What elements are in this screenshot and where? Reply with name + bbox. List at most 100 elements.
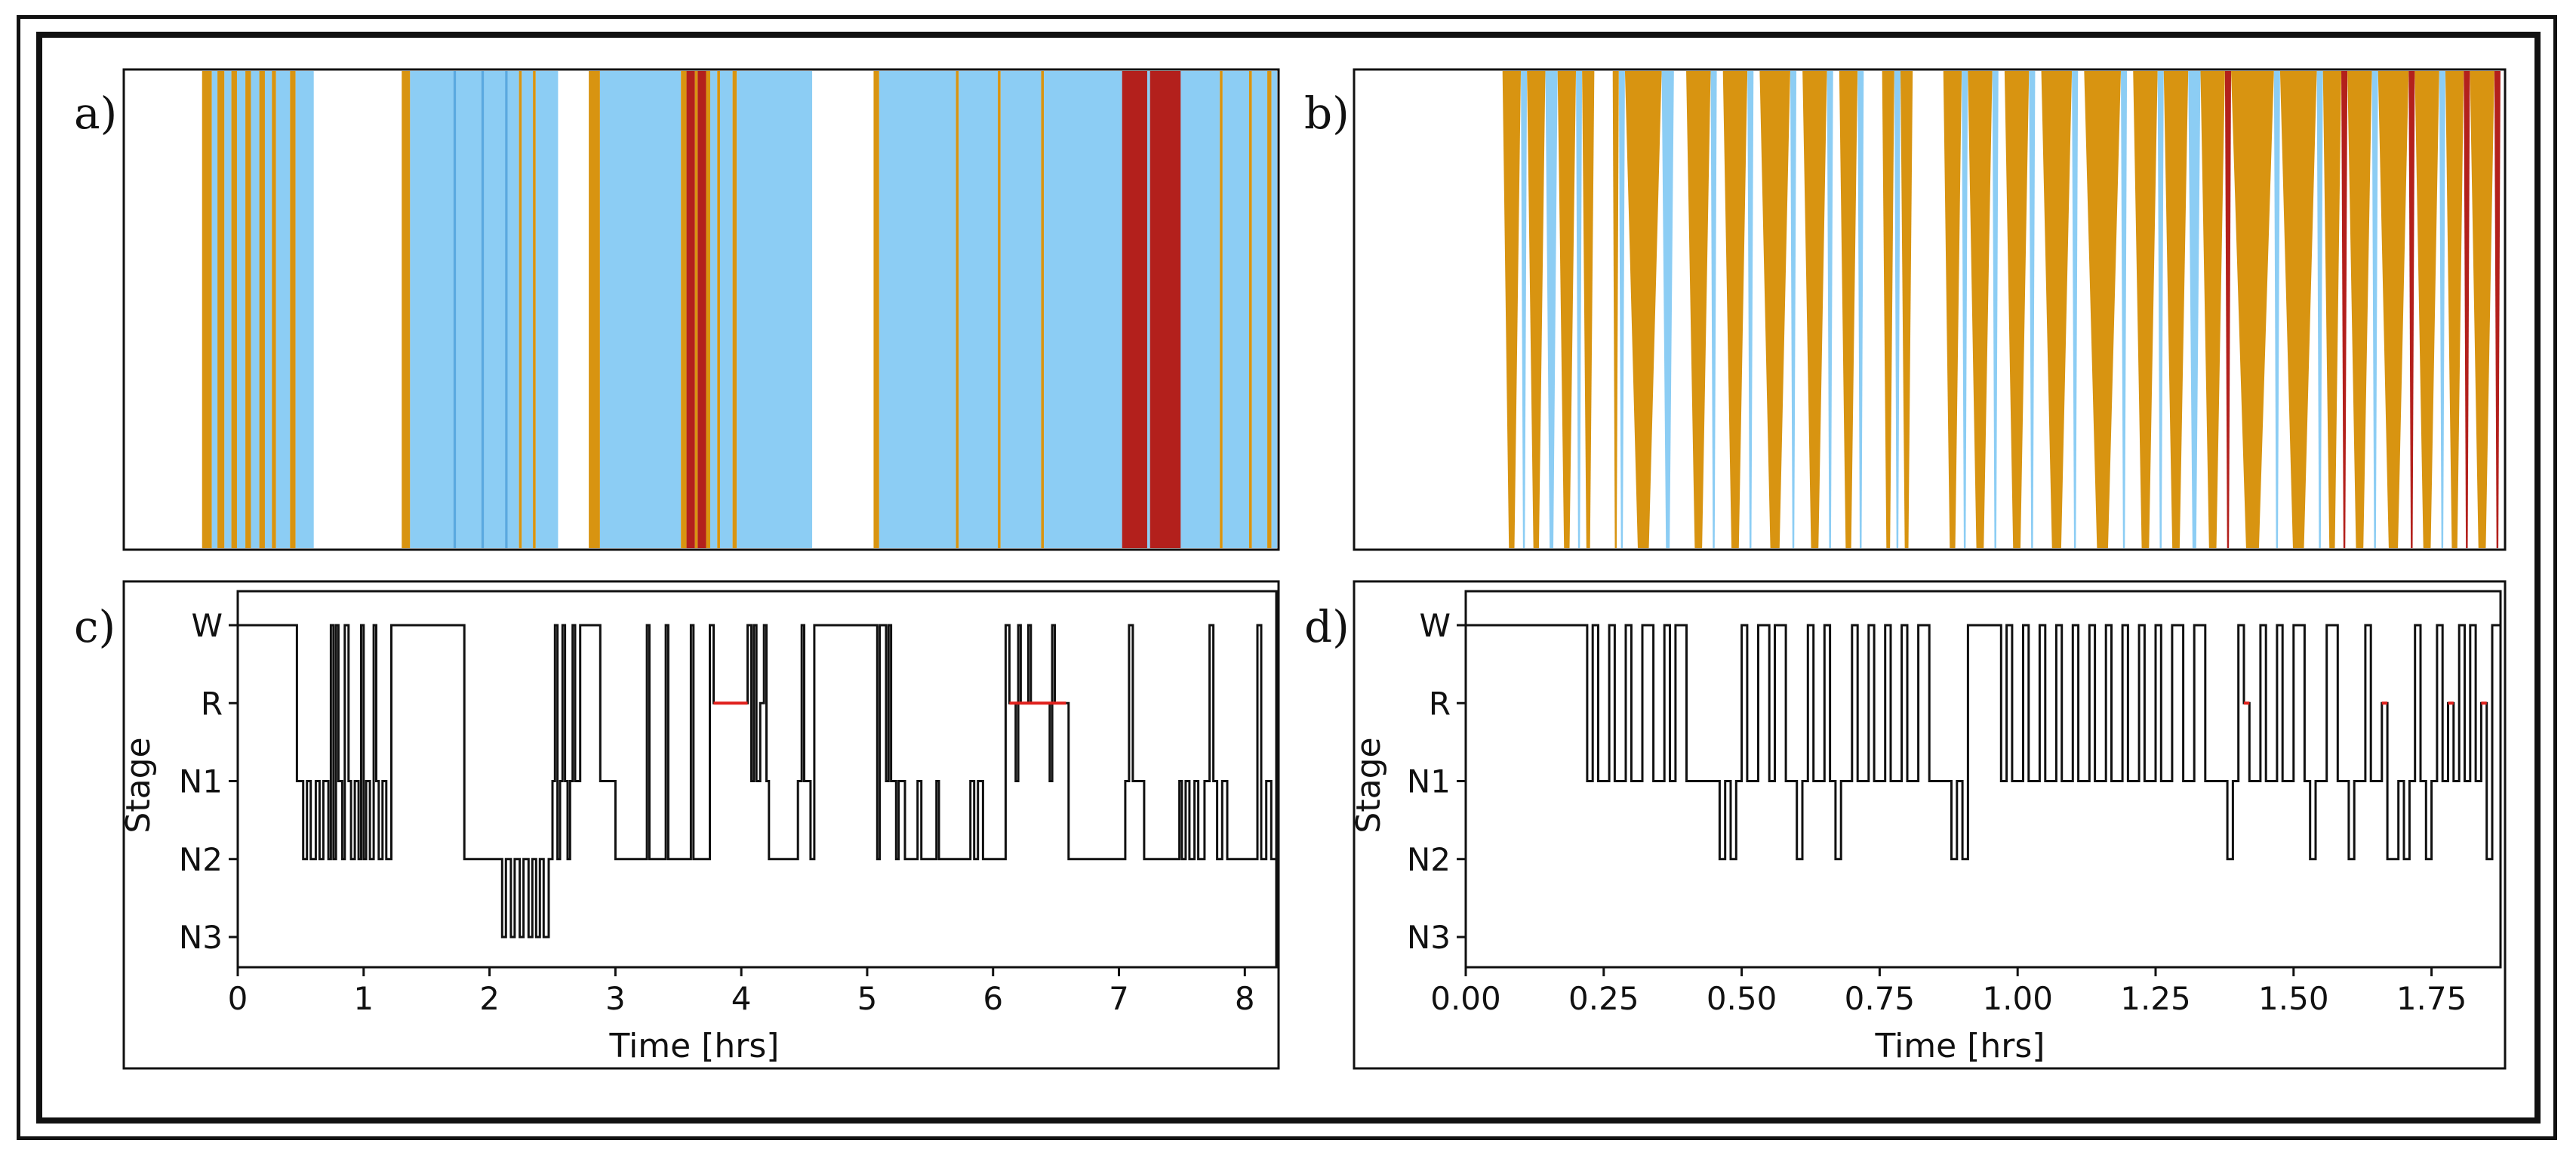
- band-b-20: [1857, 71, 1864, 548]
- band-a-16: [454, 71, 457, 548]
- band-b-18: [1827, 71, 1833, 548]
- band-b-22: [1894, 71, 1900, 548]
- band-a-8: [260, 71, 265, 548]
- band-b-52: [2445, 71, 2464, 548]
- band-a-33: [710, 71, 717, 548]
- band-b-46: [2347, 71, 2371, 548]
- band-a-25: [536, 71, 559, 548]
- band-a-12: [290, 71, 295, 548]
- band-b-6: [1582, 71, 1594, 548]
- x-tick-label-c-3: 3: [605, 980, 626, 1017]
- band-b-10: [1662, 71, 1674, 548]
- band-a-20: [505, 71, 508, 548]
- x-tick-label-d-7: 1.75: [2396, 980, 2467, 1017]
- band-b-33: [2121, 71, 2127, 548]
- x-axis-title-c: Time [hrs]: [609, 1027, 780, 1065]
- band-a-50: [1220, 71, 1223, 548]
- x-tick-label-d-3: 0.75: [1845, 980, 1916, 1017]
- x-tick-label-c-5: 5: [857, 980, 878, 1017]
- band-a-49: [1180, 71, 1220, 548]
- band-a-41: [959, 71, 998, 548]
- band-b-48: [2378, 71, 2409, 548]
- band-a-9: [265, 71, 272, 548]
- band-b-39: [2225, 71, 2231, 548]
- x-tick-label-d-2: 0.50: [1707, 980, 1777, 1017]
- y-tick-label-c-W: W: [191, 607, 223, 644]
- band-b-54: [2470, 71, 2494, 548]
- band-a-40: [956, 71, 959, 548]
- band-b-51: [2439, 71, 2445, 548]
- band-a-53: [1252, 71, 1267, 548]
- band-a-47: [1147, 71, 1150, 548]
- band-b-28: [2005, 71, 2029, 548]
- band-b-14: [1747, 71, 1753, 548]
- axes-frame-d: [1466, 591, 2501, 967]
- x-tick-label-c-4: 4: [731, 980, 752, 1017]
- band-b-16: [1790, 71, 1796, 548]
- hypnogram-panel-c: WRN1N2N30 1 2 3 4 5 6 7 8 Time [hrs] Stage: [119, 581, 1279, 1068]
- band-a-31: [697, 71, 706, 548]
- x-tick-label-d-5: 1.25: [2120, 980, 2191, 1017]
- hypnodensity-panel-b: [1354, 69, 2505, 550]
- y-axis-title-c: Stage: [119, 737, 158, 833]
- band-b-32: [2084, 71, 2121, 548]
- band-b-27: [1993, 71, 1999, 548]
- x-tick-label-d-0: 0.00: [1430, 980, 1501, 1017]
- band-b-41: [2274, 71, 2280, 548]
- hypnogram-panel-d: W R N1 N2 N3 0.00 0.25 0.50 0.75 1.00 1.25 1.50 1.75…: [1350, 581, 2505, 1068]
- x-tick-label-c-8: 8: [1235, 980, 1255, 1017]
- plot-d: W R N1 N2 N3 0.00 0.25 0.50 0.75 1.00 1.25 1.50 1.75: [1407, 591, 2501, 1017]
- x-tick-label-c-2: 2: [479, 980, 500, 1017]
- band-b-19: [1839, 71, 1857, 548]
- band-a-17: [456, 71, 481, 548]
- band-a-28: [681, 71, 686, 548]
- hypnodensity-panel-a: [124, 69, 1279, 550]
- band-b-30: [2042, 71, 2073, 548]
- band-b-0: [1503, 71, 1521, 548]
- panel-label-d: d): [1304, 601, 1350, 652]
- band-b-40: [2231, 71, 2274, 548]
- panel-label-b: b): [1304, 88, 1350, 139]
- band-b-1: [1521, 71, 1527, 548]
- x-tick-label-d-4: 1.00: [1982, 980, 2053, 1017]
- band-b-24: [1944, 71, 1962, 548]
- y-tick-label-c-R: R: [201, 685, 223, 722]
- x-tick-label-d-1: 0.25: [1568, 980, 1639, 1017]
- y-tick-label-d-N3: N3: [1407, 919, 1451, 956]
- x-axis-title-d: Time [hrs]: [1875, 1027, 2045, 1065]
- band-a-2: [217, 71, 224, 548]
- band-a-51: [1223, 71, 1249, 548]
- band-a-0: [202, 71, 212, 548]
- band-a-29: [687, 71, 695, 548]
- band-a-24: [533, 71, 536, 548]
- band-a-37: [737, 71, 812, 548]
- band-b-11: [1686, 71, 1710, 548]
- y-tick-label-c-N3: N3: [179, 919, 223, 956]
- band-a-21: [508, 71, 519, 548]
- band-b-44: [2323, 71, 2341, 548]
- band-a-26: [589, 71, 600, 548]
- band-b-13: [1723, 71, 1747, 548]
- band-b-4: [1558, 71, 1576, 548]
- hypnogram-line-d: [1466, 625, 2501, 859]
- y-axis-title-d: Stage: [1350, 737, 1388, 833]
- band-a-6: [245, 71, 251, 548]
- band-b-50: [2414, 71, 2439, 548]
- y-tick-label-d-W: W: [1419, 607, 1451, 644]
- panel-label-a: a): [74, 88, 117, 139]
- band-b-5: [1576, 71, 1582, 548]
- band-a-48: [1150, 71, 1181, 548]
- band-b-29: [2029, 71, 2035, 548]
- bands-b: [1503, 71, 2501, 548]
- band-b-25: [1962, 71, 1968, 548]
- band-b-17: [1802, 71, 1827, 548]
- plot-c: W R N1 N2 N30 1 2 3 4 5 6 7 8: [179, 591, 1276, 1017]
- band-a-18: [482, 71, 485, 548]
- band-a-14: [402, 71, 410, 548]
- band-b-31: [2072, 71, 2078, 548]
- band-b-23: [1900, 71, 1913, 548]
- band-a-5: [237, 71, 245, 548]
- band-a-1: [212, 71, 217, 548]
- y-tick-label-d-N2: N2: [1407, 841, 1451, 878]
- band-b-35: [2158, 71, 2164, 548]
